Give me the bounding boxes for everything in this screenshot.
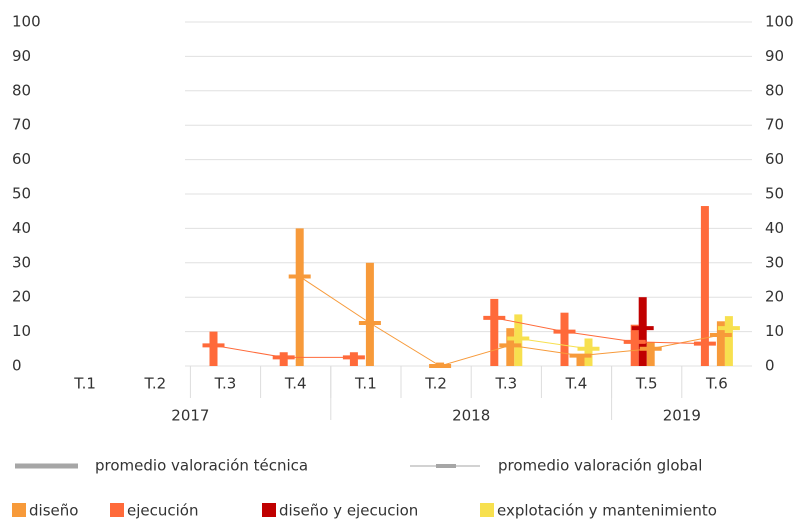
bar: [716, 321, 725, 366]
y2-tick-label: 100: [765, 13, 794, 31]
x-tick-label: T.2: [143, 375, 166, 393]
y2-tick-label: 60: [765, 150, 784, 168]
legend-swatch: [12, 503, 26, 517]
x-tick-label: T.5: [635, 375, 658, 393]
x-group-label: 2017: [171, 407, 209, 425]
bar: [576, 355, 585, 366]
legend-label: diseño y ejecucion: [279, 502, 418, 520]
y-tick-label: 50: [12, 185, 31, 203]
bar: [630, 324, 639, 366]
y-tick-label: 80: [12, 81, 31, 99]
bar: [724, 316, 733, 366]
y2-tick-label: 0: [765, 357, 775, 375]
y2-tick-label: 50: [765, 185, 784, 203]
y2-tick-label: 30: [765, 253, 784, 271]
legend-label: promedio valoración global: [498, 457, 702, 475]
legend-swatch: [110, 503, 124, 517]
y2-tick-label: 20: [765, 288, 784, 306]
x-tick-label: T.3: [494, 375, 517, 393]
x-tick-label: T.4: [565, 375, 588, 393]
average-line: [518, 337, 589, 350]
y2-tick-label: 80: [765, 81, 784, 99]
legend-label: promedio valoración técnica: [95, 457, 308, 475]
x-tick-label: T.1: [354, 375, 377, 393]
bar: [365, 262, 374, 366]
legend-swatch: [262, 503, 276, 517]
bar: [209, 331, 218, 366]
legend-label: explotación y mantenimiento: [497, 502, 717, 520]
average-line: [494, 317, 705, 345]
x-tick-label: T.1: [73, 375, 96, 393]
y-tick-label: 0: [12, 357, 22, 375]
bar: [584, 338, 593, 366]
legend-swatch: [480, 503, 494, 517]
x-tick-label: T.3: [214, 375, 237, 393]
y-tick-label: 100: [12, 13, 41, 31]
bar: [295, 228, 304, 366]
x-group-label: 2019: [663, 407, 701, 425]
x-tick-label: T.2: [424, 375, 447, 393]
bar: [700, 206, 709, 366]
x-tick-label: T.6: [705, 375, 728, 393]
x-tick-label: T.4: [284, 375, 307, 393]
legend-label: ejecución: [127, 502, 198, 520]
y-tick-label: 60: [12, 150, 31, 168]
y-tick-label: 10: [12, 322, 31, 340]
y2-tick-label: 40: [765, 219, 784, 237]
y-tick-label: 90: [12, 47, 31, 65]
y2-tick-label: 90: [765, 47, 784, 65]
y-tick-label: 40: [12, 219, 31, 237]
x-group-label: 2018: [452, 407, 490, 425]
bar: [560, 312, 569, 366]
y-tick-label: 70: [12, 116, 31, 134]
y-tick-label: 30: [12, 253, 31, 271]
bar: [490, 298, 499, 366]
y-tick-label: 20: [12, 288, 31, 306]
legend-label: diseño: [29, 502, 78, 520]
y2-tick-label: 70: [765, 116, 784, 134]
bar: [638, 297, 647, 366]
y2-tick-label: 10: [765, 322, 784, 340]
bar: [646, 341, 655, 366]
